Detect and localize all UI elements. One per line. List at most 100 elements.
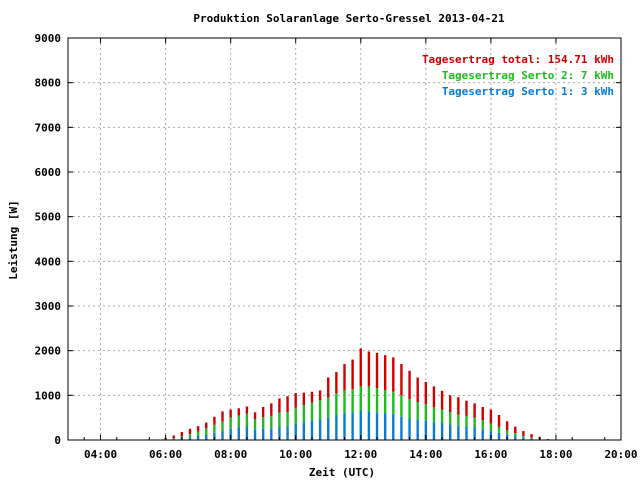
bar-total xyxy=(546,439,550,440)
bar-total xyxy=(335,372,338,394)
y-tick-label: 7000 xyxy=(35,121,62,134)
bar-serto-2 xyxy=(318,400,322,420)
bar-total xyxy=(481,406,484,421)
x-tick-label: 06:00 xyxy=(149,448,182,461)
bar-total xyxy=(359,348,362,387)
bar-serto-2 xyxy=(440,409,444,424)
bar-total xyxy=(261,406,265,418)
bar-serto-1 xyxy=(514,436,517,440)
bar-serto-2 xyxy=(457,414,460,426)
bar-serto-1 xyxy=(457,425,460,440)
bar-serto-1 xyxy=(497,432,501,440)
bar-total xyxy=(245,406,249,414)
x-tick-label: 10:00 xyxy=(279,448,312,461)
bar-serto-1 xyxy=(188,437,192,440)
bar-total xyxy=(505,421,509,431)
grid-lines xyxy=(68,38,621,440)
bar-total xyxy=(440,390,444,410)
bar-serto-2 xyxy=(400,395,403,417)
bar-total xyxy=(286,396,289,413)
bar-serto-2 xyxy=(522,435,525,438)
bar-serto-2 xyxy=(489,423,493,432)
bar-total xyxy=(408,370,411,400)
bar-serto-2 xyxy=(432,407,436,423)
bar-total xyxy=(367,351,371,387)
bar-serto-1 xyxy=(196,435,200,440)
bar-total xyxy=(473,403,476,418)
bar-serto-2 xyxy=(253,419,257,430)
legend-entry: Tagesertrag Serto 2: 7 kWh xyxy=(442,69,614,82)
bar-total xyxy=(522,431,525,436)
bar-serto-2 xyxy=(278,412,281,428)
bar-serto-1 xyxy=(440,423,444,440)
bar-total xyxy=(457,397,460,415)
y-tick-label: 8000 xyxy=(35,77,62,90)
bar-serto-1 xyxy=(383,413,387,440)
bar-total xyxy=(514,426,517,434)
legend: Tagesertrag total: 154.71 kWh Tagesertrag… xyxy=(422,53,614,98)
bar-serto-2 xyxy=(392,391,395,415)
bar-serto-2 xyxy=(465,415,468,427)
bar-total xyxy=(205,422,208,429)
bar-serto-1 xyxy=(327,417,330,440)
bar-serto-2 xyxy=(188,434,192,438)
bar-serto-1 xyxy=(416,419,419,440)
bar-serto-2 xyxy=(221,421,224,432)
bar-serto-1 xyxy=(213,432,216,440)
y-tick-label: 2000 xyxy=(35,345,62,358)
bar-serto-2 xyxy=(514,433,517,437)
bar-total xyxy=(375,352,379,389)
bar-serto-2 xyxy=(497,427,501,433)
x-tick-label: 20:00 xyxy=(604,448,637,461)
bar-serto-2 xyxy=(416,402,419,420)
bar-total xyxy=(327,377,330,398)
y-tick-label: 6000 xyxy=(35,166,62,179)
bar-total xyxy=(383,355,387,390)
bar-serto-1 xyxy=(205,434,208,440)
bar-serto-2 xyxy=(172,438,175,440)
bar-total xyxy=(351,359,354,390)
bar-serto-1 xyxy=(343,413,346,440)
bar-serto-2 xyxy=(261,417,265,429)
bar-total xyxy=(237,408,240,416)
bar-serto-2 xyxy=(383,389,387,414)
bar-serto-1 xyxy=(310,420,314,440)
y-tick-label: 9000 xyxy=(35,32,62,45)
bar-total xyxy=(432,386,436,408)
bar-total xyxy=(465,400,468,416)
bar-serto-2 xyxy=(351,389,354,413)
bar-serto-1 xyxy=(359,410,362,440)
bar-total xyxy=(213,416,216,425)
x-axis-label: Zeit (UTC) xyxy=(309,466,375,479)
bar-serto-1 xyxy=(367,411,371,440)
bar-total xyxy=(400,364,403,396)
bar-serto-1 xyxy=(449,424,452,440)
x-tick-label: 18:00 xyxy=(539,448,572,461)
bar-serto-1 xyxy=(432,422,436,440)
bar-serto-2 xyxy=(481,420,484,430)
legend-entry: Tagesertrag total: 154.71 kWh xyxy=(422,53,614,66)
bar-serto-1 xyxy=(286,426,289,440)
bar-total xyxy=(302,392,306,406)
bar-series xyxy=(164,348,550,441)
bar-total xyxy=(253,412,257,420)
bar-serto-2 xyxy=(310,402,314,421)
y-axis-label: Leistung [W] xyxy=(7,200,20,279)
bar-serto-1 xyxy=(302,422,306,440)
bar-serto-1 xyxy=(351,412,354,440)
bar-serto-1 xyxy=(294,423,297,440)
bar-serto-1 xyxy=(237,427,240,440)
x-axis-ticks: 04:00 06:00 08:00 10:00 12:00 14:00 16:00 18:00… xyxy=(83,38,638,461)
bar-serto-2 xyxy=(505,430,509,435)
y-tick-label: 0 xyxy=(54,434,61,447)
chart-title: Produktion Solaranlage Serto-Gressel 201… xyxy=(193,12,505,25)
x-tick-label: 12:00 xyxy=(344,448,377,461)
bar-serto-1 xyxy=(481,429,484,440)
y-tick-label: 5000 xyxy=(35,211,62,224)
bar-total xyxy=(310,391,314,403)
x-tick-label: 08:00 xyxy=(214,448,247,461)
bar-serto-2 xyxy=(473,417,476,428)
bar-serto-2 xyxy=(375,388,379,413)
x-tick-label: 14:00 xyxy=(409,448,442,461)
